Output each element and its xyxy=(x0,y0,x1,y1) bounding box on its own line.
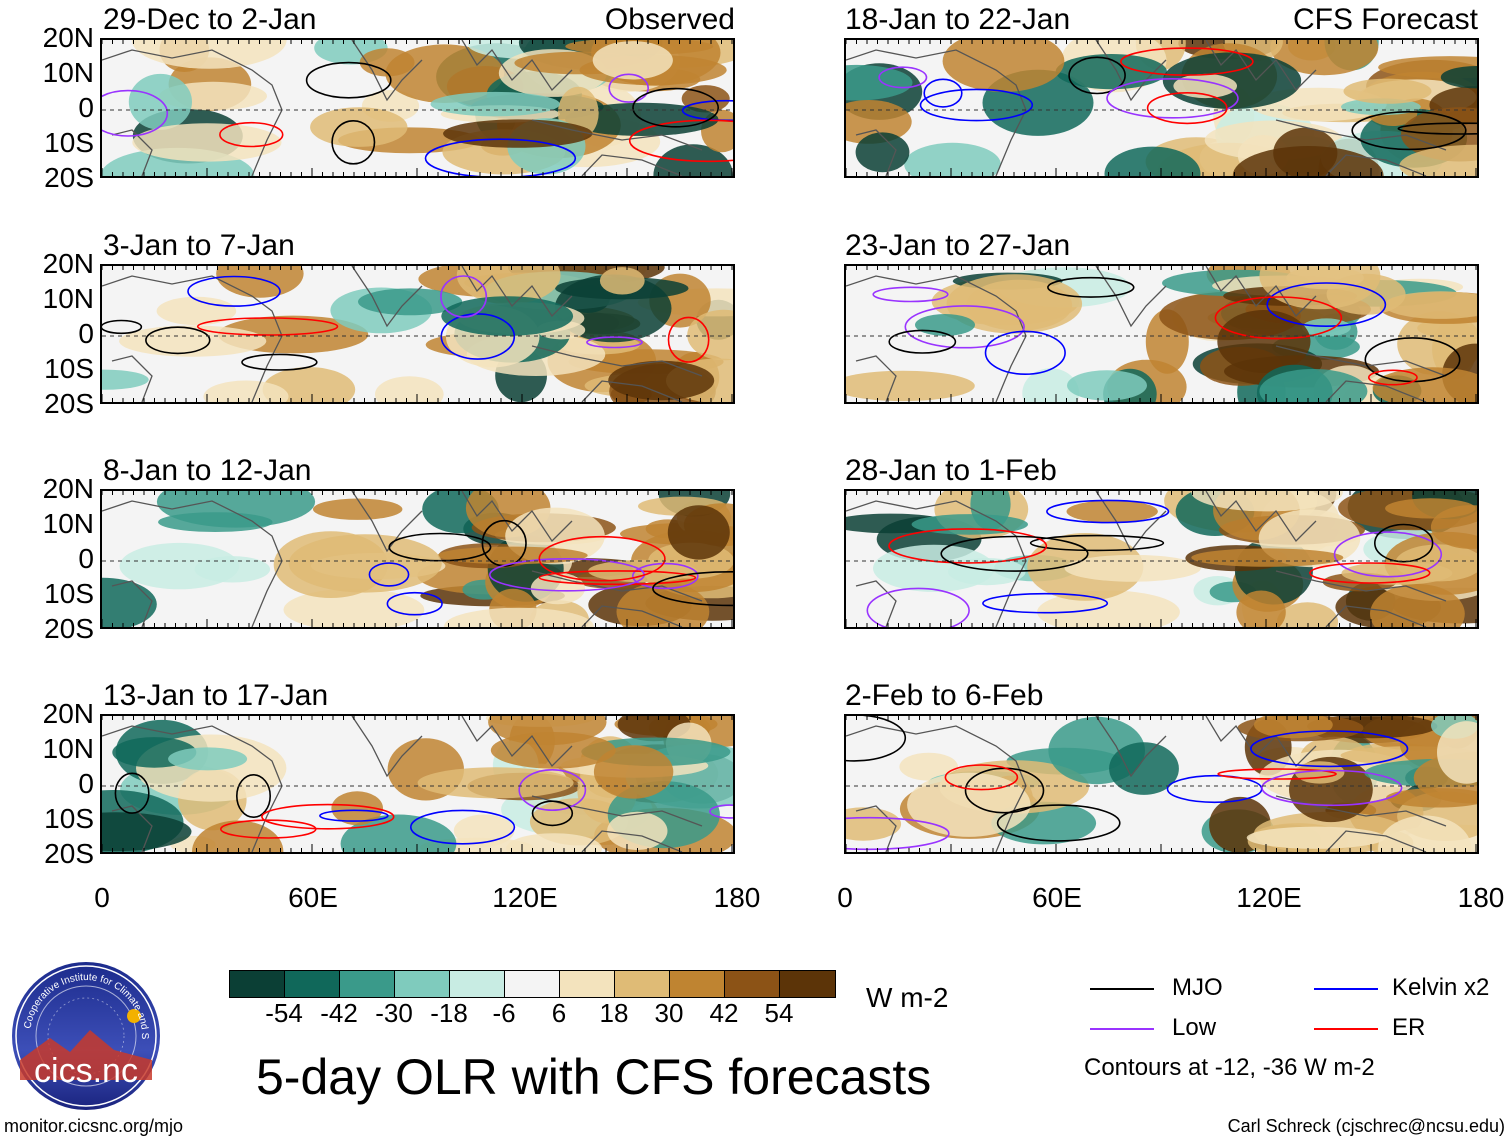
colorbar-swatch xyxy=(395,971,450,997)
lat-label-20s: 20S xyxy=(44,838,94,869)
lat-label-10n: 10N xyxy=(42,733,94,764)
map-panel-forecast-1 xyxy=(844,38,1479,178)
colorbar-tick-label: -42 xyxy=(320,998,358,1028)
legend-line-low xyxy=(1090,1028,1154,1030)
lon-label-0: 0 xyxy=(837,882,853,913)
legend-label-mjo: MJO xyxy=(1172,974,1223,1001)
map-panel-forecast-3 xyxy=(844,489,1479,629)
legend-label-low: Low xyxy=(1172,1014,1217,1041)
panel-label-observed: Observed xyxy=(604,3,735,36)
footer-url: monitor.cicsnc.org/mjo xyxy=(4,1116,184,1136)
legend-line-mjo xyxy=(1090,988,1154,990)
colorbar-tick-label: 6 xyxy=(551,998,567,1028)
olr-anomaly-map xyxy=(846,491,1477,627)
colorbar-swatch xyxy=(615,971,670,997)
lat-label-10n: 10N xyxy=(42,57,94,88)
lat-label-20s: 20S xyxy=(44,388,94,419)
olr-anomaly-map xyxy=(102,491,733,627)
colorbar-swatch xyxy=(725,971,780,997)
lat-label-20s: 20S xyxy=(44,162,94,193)
footer-credit: Carl Schreck (cjschrec@ncsu.edu) xyxy=(1227,1116,1505,1136)
lat-label-0: 0 xyxy=(78,92,94,123)
colorbar-units: W m-2 xyxy=(866,982,949,1013)
map-panel-observed-3 xyxy=(100,489,735,629)
lat-label-10s: 10S xyxy=(44,803,94,834)
colorbar-swatch xyxy=(505,971,560,997)
lat-label-10n: 10N xyxy=(42,508,94,539)
cics-logo: Cooperative Institute for Climate and Sa… xyxy=(7,952,162,1112)
lat-label-10s: 10S xyxy=(44,353,94,384)
olr-anomaly-map xyxy=(846,266,1477,402)
olr-anomaly-map xyxy=(102,716,733,852)
legend-note: Contours at -12, -36 W m-2 xyxy=(1084,1054,1375,1081)
panel-title: 23-Jan to 27-Jan xyxy=(845,229,1071,262)
colorbar-swatch xyxy=(230,971,285,997)
lat-label-20n: 20N xyxy=(42,698,94,729)
lat-label-10s: 10S xyxy=(44,578,94,609)
colorbar-swatch xyxy=(450,971,505,997)
colorbar-tick-label: 18 xyxy=(599,998,629,1028)
lon-label-120e: 120E xyxy=(1236,882,1302,913)
lon-label-60e: 60E xyxy=(288,882,338,913)
colorbar-tick-label: -18 xyxy=(430,998,468,1028)
panel-title: 8-Jan to 12-Jan xyxy=(103,454,312,487)
lat-label-0: 0 xyxy=(78,768,94,799)
panel-title: 13-Jan to 17-Jan xyxy=(103,679,329,712)
colorbar-tick-label: 42 xyxy=(709,998,739,1028)
lat-label-0: 0 xyxy=(78,318,94,349)
logo-text: cics.nc xyxy=(34,1052,138,1090)
legend-label-er: ER xyxy=(1392,1014,1426,1041)
panel-title: 28-Jan to 1-Feb xyxy=(845,454,1057,487)
lon-label-180: 180 xyxy=(1457,882,1505,913)
lat-label-0: 0 xyxy=(78,543,94,574)
colorbar-tick-label: -54 xyxy=(265,998,303,1028)
panel-title: 29-Dec to 2-Jan xyxy=(103,3,317,36)
lat-label-20n: 20N xyxy=(42,22,94,53)
map-panel-observed-4 xyxy=(100,714,735,854)
lat-label-10s: 10S xyxy=(44,127,94,158)
map-panel-observed-1 xyxy=(100,38,735,178)
colorbar-swatch xyxy=(780,971,835,997)
colorbar-tick-label: -6 xyxy=(492,998,516,1028)
legend-line-kelvin xyxy=(1314,988,1378,990)
olr-anomaly-map xyxy=(846,716,1477,852)
olr-anomaly-map xyxy=(102,266,733,402)
lat-label-20n: 20N xyxy=(42,248,94,279)
map-panel-forecast-2 xyxy=(844,264,1479,404)
colorbar-tick-label: -30 xyxy=(375,998,413,1028)
panel-title: 18-Jan to 22-Jan xyxy=(845,3,1071,36)
colorbar-tick-label: 30 xyxy=(654,998,684,1028)
legend-label-kelvin: Kelvin x2 xyxy=(1392,974,1490,1001)
olr-anomaly-map xyxy=(846,40,1477,176)
lon-label-180: 180 xyxy=(713,882,761,913)
olr-anomaly-map xyxy=(102,40,733,176)
figure-title: 5-day OLR with CFS forecasts xyxy=(256,1049,932,1105)
colorbar-swatch xyxy=(340,971,395,997)
panel-label-forecast: CFS Forecast xyxy=(1292,3,1478,36)
colorbar-tick-label: 54 xyxy=(764,998,794,1028)
lat-label-20n: 20N xyxy=(42,473,94,504)
lon-label-0: 0 xyxy=(94,882,110,913)
legend-line-er xyxy=(1314,1028,1378,1030)
map-panel-observed-2 xyxy=(100,264,735,404)
lat-label-10n: 10N xyxy=(42,283,94,314)
lon-label-60e: 60E xyxy=(1032,882,1082,913)
map-panel-forecast-4 xyxy=(844,714,1479,854)
colorbar-swatch xyxy=(285,971,340,997)
colorbar xyxy=(229,970,836,998)
lon-label-120e: 120E xyxy=(492,882,558,913)
lat-label-20s: 20S xyxy=(44,613,94,644)
colorbar-swatch xyxy=(670,971,725,997)
panel-title: 3-Jan to 7-Jan xyxy=(103,229,295,262)
colorbar-swatch xyxy=(560,971,615,997)
panel-title: 2-Feb to 6-Feb xyxy=(845,679,1044,712)
